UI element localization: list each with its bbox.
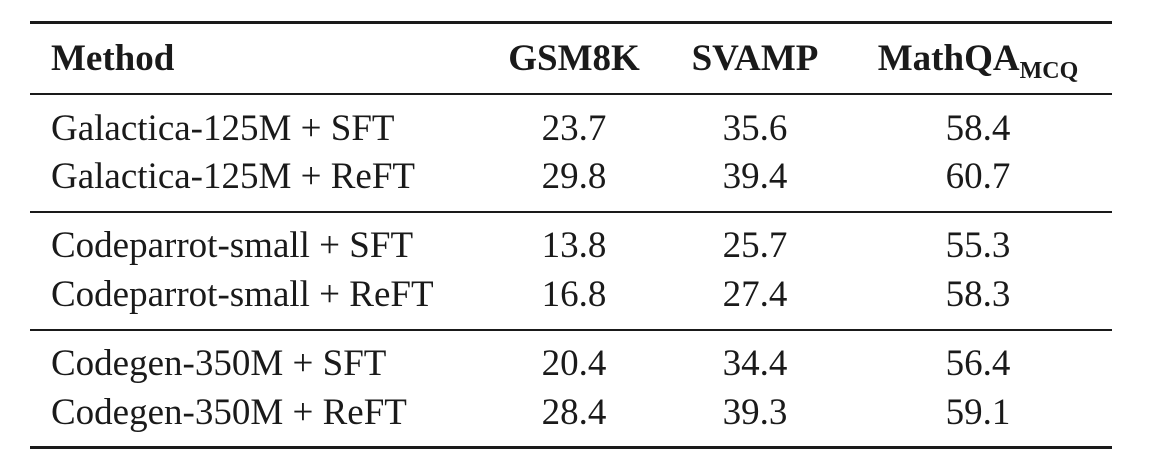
method-cell: Codegen-350M + ReFT: [51, 392, 407, 433]
method-cell: Galactica-125M + SFT: [51, 108, 395, 149]
svamp-cell: 27.4: [722, 274, 788, 315]
gsm8k-cell: 23.7: [541, 108, 607, 149]
mathqa-cell: 59.1: [945, 392, 1011, 433]
method-cell: Codeparrot-small + SFT: [51, 225, 414, 266]
top-rule: [30, 21, 1112, 24]
table-row: Codegen-350M + SFT 20.4 34.4 56.4: [0, 339, 1150, 389]
group-rule: [30, 329, 1112, 331]
svamp-cell: 39.3: [722, 392, 788, 433]
header-row: Method GSM8K SVAMP MathQAMCQ: [0, 34, 1150, 84]
mathqa-cell: 56.4: [945, 343, 1011, 384]
method-cell: Codegen-350M + SFT: [51, 343, 387, 384]
gsm8k-cell: 16.8: [541, 274, 607, 315]
table-row: Galactica-125M + ReFT 29.8 39.4 60.7: [0, 152, 1150, 202]
header-gsm8k: GSM8K: [508, 38, 640, 79]
svamp-cell: 25.7: [722, 225, 788, 266]
table-row: Codeparrot-small + ReFT 16.8 27.4 58.3: [0, 270, 1150, 320]
gsm8k-cell: 29.8: [541, 156, 607, 197]
mathqa-cell: 55.3: [945, 225, 1011, 266]
method-cell: Galactica-125M + ReFT: [51, 156, 416, 197]
svamp-cell: 34.4: [722, 343, 788, 384]
bottom-rule: [30, 446, 1112, 449]
gsm8k-cell: 20.4: [541, 343, 607, 384]
table-row: Codegen-350M + ReFT 28.4 39.3 59.1: [0, 388, 1150, 438]
table-row: Codeparrot-small + SFT 13.8 25.7 55.3: [0, 221, 1150, 271]
header-rule: [30, 93, 1112, 95]
group-rule: [30, 211, 1112, 213]
mathqa-cell: 60.7: [945, 156, 1011, 197]
gsm8k-cell: 28.4: [541, 392, 607, 433]
table-row: Galactica-125M + SFT 23.7 35.6 58.4: [0, 104, 1150, 154]
method-cell: Codeparrot-small + ReFT: [51, 274, 434, 315]
mathqa-cell: 58.3: [945, 274, 1011, 315]
mathqa-cell: 58.4: [945, 108, 1011, 149]
header-mathqa: MathQAMCQ: [860, 34, 1096, 88]
gsm8k-cell: 13.8: [541, 225, 607, 266]
svamp-cell: 35.6: [722, 108, 788, 149]
header-svamp: SVAMP: [691, 38, 819, 79]
header-mathqa-main: MathQA: [877, 38, 1020, 79]
header-mathqa-subscript: MCQ: [1019, 58, 1079, 84]
header-method: Method: [51, 38, 175, 79]
svamp-cell: 39.4: [722, 156, 788, 197]
